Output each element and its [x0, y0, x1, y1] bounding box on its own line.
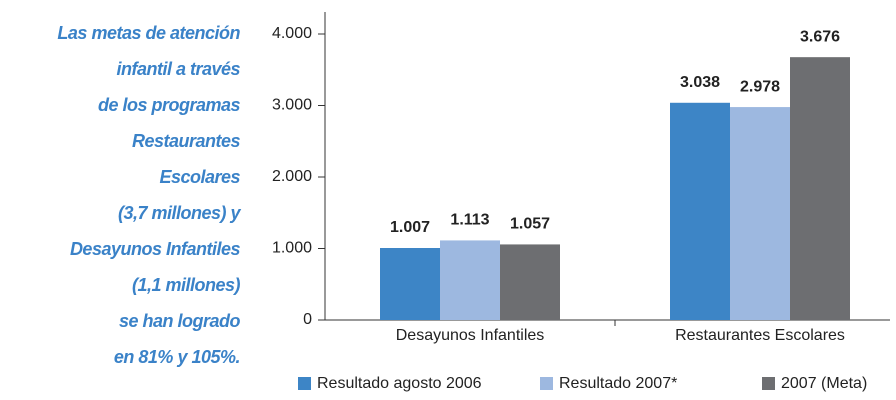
side-text: en 81% y 105%.: [114, 347, 240, 367]
side-text: (3,7 millones) y: [118, 203, 242, 223]
bar: [500, 244, 560, 320]
side-text: Escolares: [159, 167, 240, 187]
y-tick-label: 2.000: [272, 168, 312, 185]
value-label: 1.007: [390, 219, 430, 236]
bar: [670, 102, 730, 321]
x-tick-label: Restaurantes Escolares: [675, 327, 845, 344]
value-label: 2.978: [740, 78, 780, 95]
value-label: 3.676: [800, 28, 840, 45]
legend-label: Resultado 2007*: [559, 375, 677, 392]
legend-label: 2007 (Meta): [781, 375, 867, 392]
side-text: Restaurantes: [132, 131, 241, 151]
side-text: se han logrado: [119, 311, 241, 331]
legend-swatch: [762, 377, 775, 390]
value-label: 3.038: [680, 74, 720, 91]
side-text: infantil a través: [116, 59, 240, 79]
x-tick-label: Desayunos Infantiles: [396, 327, 545, 344]
bar: [790, 57, 850, 320]
value-label: 1.057: [510, 216, 550, 233]
side-text: Las metas de atención: [57, 23, 240, 43]
value-label: 1.113: [450, 212, 489, 229]
legend-swatch: [298, 377, 311, 390]
y-tick-label: 4.000: [272, 25, 312, 42]
side-text: Desayunos Infantiles: [70, 239, 241, 259]
side-text: de los programas: [98, 95, 241, 115]
side-text: (1,1 millones): [132, 275, 241, 295]
legend-label: Resultado agosto 2006: [317, 375, 482, 392]
bar: [730, 107, 790, 320]
legend-swatch: [540, 377, 553, 390]
bar: [380, 247, 440, 320]
bar: [440, 240, 500, 320]
y-tick-label: 1.000: [272, 240, 312, 257]
y-tick-label: 0: [303, 311, 312, 328]
y-tick-label: 3.000: [272, 97, 312, 114]
